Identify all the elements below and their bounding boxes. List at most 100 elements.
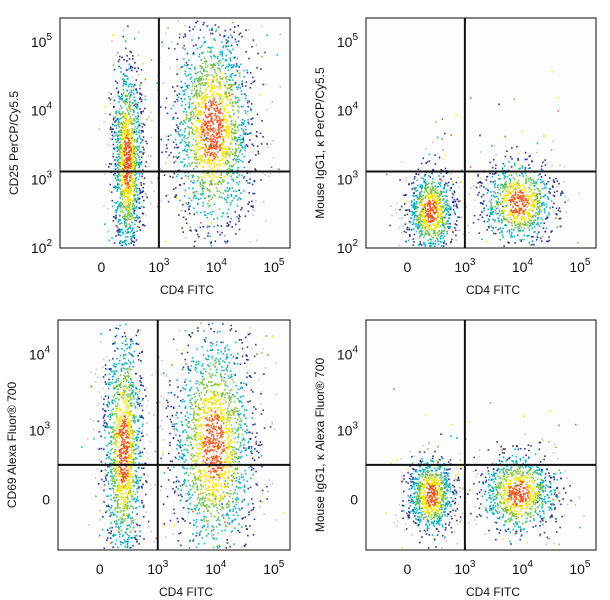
event-dot <box>124 149 127 152</box>
event-dot <box>516 184 519 186</box>
event-dot <box>128 192 130 195</box>
event-dot <box>116 82 119 84</box>
y-tick-label: 104 <box>31 101 53 119</box>
event-dot <box>202 138 204 141</box>
event-dot <box>111 138 114 140</box>
event-dot <box>538 209 541 212</box>
event-dot <box>420 214 422 216</box>
event-dot <box>413 212 416 215</box>
event-dot <box>126 141 128 144</box>
event-dot <box>401 161 403 163</box>
event-dot <box>121 94 124 97</box>
event-dot <box>447 207 450 210</box>
event-dot <box>242 161 244 163</box>
x-axis-label: CD4 FITC <box>466 283 520 297</box>
event-dot <box>239 32 242 34</box>
event-dot <box>427 239 429 242</box>
event-dot <box>205 123 207 126</box>
event-dot <box>407 239 410 242</box>
event-dot <box>545 217 548 220</box>
event-dot <box>131 240 133 243</box>
event-dot <box>507 194 509 197</box>
event-dot <box>420 162 423 165</box>
event-dot <box>132 178 134 180</box>
event-dot <box>207 172 210 175</box>
event-dot <box>115 165 117 168</box>
event-dot <box>211 64 213 66</box>
event-dot <box>189 226 192 229</box>
event-dot <box>139 207 141 210</box>
event-dot <box>125 500 128 503</box>
event-dot <box>127 159 129 162</box>
event-dot <box>470 187 472 189</box>
event-dot <box>504 218 507 221</box>
event-dot <box>516 202 519 204</box>
event-dot <box>192 82 194 85</box>
event-dot <box>434 211 437 214</box>
event-dot <box>222 45 225 47</box>
event-dot <box>113 99 116 102</box>
event-dot <box>220 177 222 179</box>
event-dot <box>136 147 138 149</box>
event-dot <box>197 202 199 205</box>
event-dot <box>209 138 212 141</box>
event-dot <box>491 213 494 216</box>
event-dot <box>133 111 135 114</box>
event-dot <box>529 244 531 246</box>
event-dot <box>421 196 423 198</box>
event-dot <box>217 111 220 114</box>
event-dot <box>524 167 527 169</box>
event-dot <box>270 166 273 168</box>
event-dot <box>119 123 122 125</box>
event-dot <box>578 192 580 195</box>
event-dot <box>432 232 435 235</box>
event-dot <box>210 128 213 131</box>
event-dot <box>221 78 224 80</box>
event-dot <box>118 134 120 137</box>
event-dot <box>184 175 187 177</box>
event-dot <box>395 208 397 211</box>
event-dot <box>512 191 515 193</box>
event-dot <box>115 235 117 237</box>
event-dot <box>256 131 258 133</box>
event-dot <box>522 223 524 225</box>
event-dot <box>144 165 147 168</box>
event-dot <box>129 216 131 218</box>
event-dot <box>184 237 187 239</box>
event-dot <box>224 234 226 237</box>
event-dot <box>146 196 148 199</box>
event-dot <box>147 520 150 523</box>
event-dot <box>490 212 493 215</box>
event-dot <box>117 204 120 207</box>
event-dot <box>134 149 136 152</box>
event-dot <box>177 125 180 128</box>
event-dot <box>115 87 118 90</box>
event-dot <box>119 165 122 168</box>
event-dot <box>241 85 244 87</box>
event-dot <box>238 124 240 126</box>
event-dot <box>202 118 205 121</box>
event-dot <box>220 142 223 144</box>
event-dot <box>124 375 126 378</box>
event-dot <box>113 131 116 133</box>
event-dot <box>559 217 562 220</box>
event-dot <box>427 200 429 203</box>
event-dot <box>211 146 214 149</box>
event-dot <box>188 197 191 200</box>
event-dot <box>120 543 122 546</box>
event-dot <box>424 209 426 211</box>
event-dot <box>130 172 132 175</box>
event-dot <box>525 212 527 214</box>
event-dot <box>203 152 205 155</box>
event-dot <box>116 135 119 137</box>
event-dot <box>225 54 227 57</box>
event-dot <box>190 64 193 66</box>
event-dot <box>239 215 241 218</box>
event-dot <box>511 236 514 238</box>
event-dot <box>496 201 499 203</box>
event-dot <box>129 155 131 157</box>
event-dot <box>140 140 143 143</box>
event-dot <box>189 98 191 101</box>
event-dot <box>527 177 529 180</box>
event-dot <box>501 234 504 236</box>
